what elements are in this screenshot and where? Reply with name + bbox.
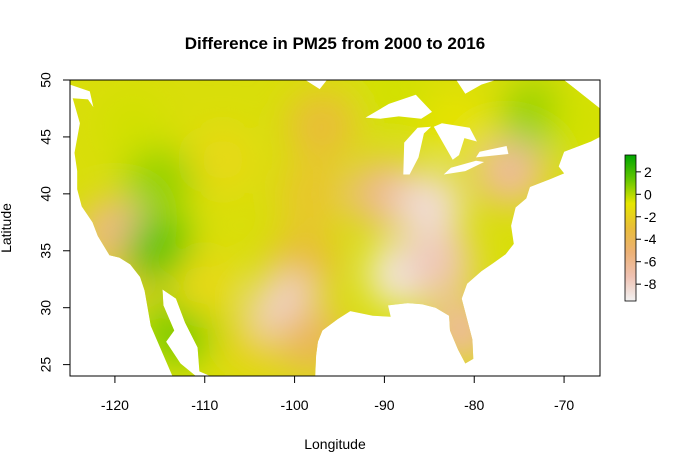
x-tick-label: -100: [281, 397, 309, 413]
chart-title: Difference in PM25 from 2000 to 2016: [185, 34, 485, 53]
lake-michigan: [403, 126, 432, 175]
region-central-plains: [278, 159, 347, 228]
map-layer: [70, 80, 600, 376]
region-northern-plains: [287, 91, 356, 160]
x-axis-label: Longitude: [304, 436, 366, 452]
lake-huron: [433, 123, 477, 160]
water-layer: [305, 80, 600, 175]
region-great-basin: [125, 148, 194, 217]
james-bay-region: [456, 80, 496, 94]
region-ohio-valley: [395, 171, 464, 240]
region-atlantic-canada: [547, 85, 600, 155]
y-axis: 25 30 35 40 45 50: [38, 72, 71, 373]
region-southwest: [170, 250, 239, 320]
y-tick-label: 40: [38, 186, 54, 202]
colorbar-tick-label: -6: [644, 254, 657, 270]
region-rockies: [188, 125, 257, 194]
region-layer: [80, 80, 600, 376]
colorbar-ticks: 2 0 -2 -4 -6 -8: [636, 164, 657, 292]
colorbar: 2 0 -2 -4 -6 -8: [624, 154, 657, 302]
region-florida: [426, 296, 495, 365]
region-southeast: [404, 228, 473, 297]
x-axis: -120 -110 -100 -90 -80 -70: [101, 375, 574, 413]
lake-erie: [443, 160, 485, 175]
region-great-lakes-canada: [422, 91, 491, 160]
region-northwest: [98, 91, 167, 160]
y-axis-label: Latitude: [0, 203, 14, 253]
lake-ontario: [476, 146, 509, 158]
x-tick-label: -120: [101, 397, 129, 413]
lake-superior: [365, 94, 432, 119]
y-tick-label: 30: [38, 300, 54, 316]
y-tick-label: 25: [38, 357, 54, 373]
x-tick-label: -70: [554, 397, 574, 413]
y-tick-label: 35: [38, 243, 54, 259]
colorbar-tick-label: -2: [644, 209, 657, 225]
y-tick-label: 50: [38, 72, 54, 88]
colorbar-tick-label: 0: [644, 186, 652, 202]
region-texas-mexico: [278, 307, 347, 376]
gulf-st-lawrence: [564, 80, 600, 99]
colorbar-tick-label: 2: [644, 164, 652, 180]
colorbar-rect: [624, 154, 637, 302]
lake-winnipeg-edge: [305, 80, 327, 90]
x-tick-label: -110: [191, 397, 218, 413]
y-tick-label: 45: [38, 129, 54, 145]
x-tick-label: -90: [374, 397, 394, 413]
x-tick-label: -80: [464, 397, 484, 413]
colorbar-tick-label: -8: [644, 276, 657, 292]
colorbar-tick-label: -4: [644, 231, 657, 247]
